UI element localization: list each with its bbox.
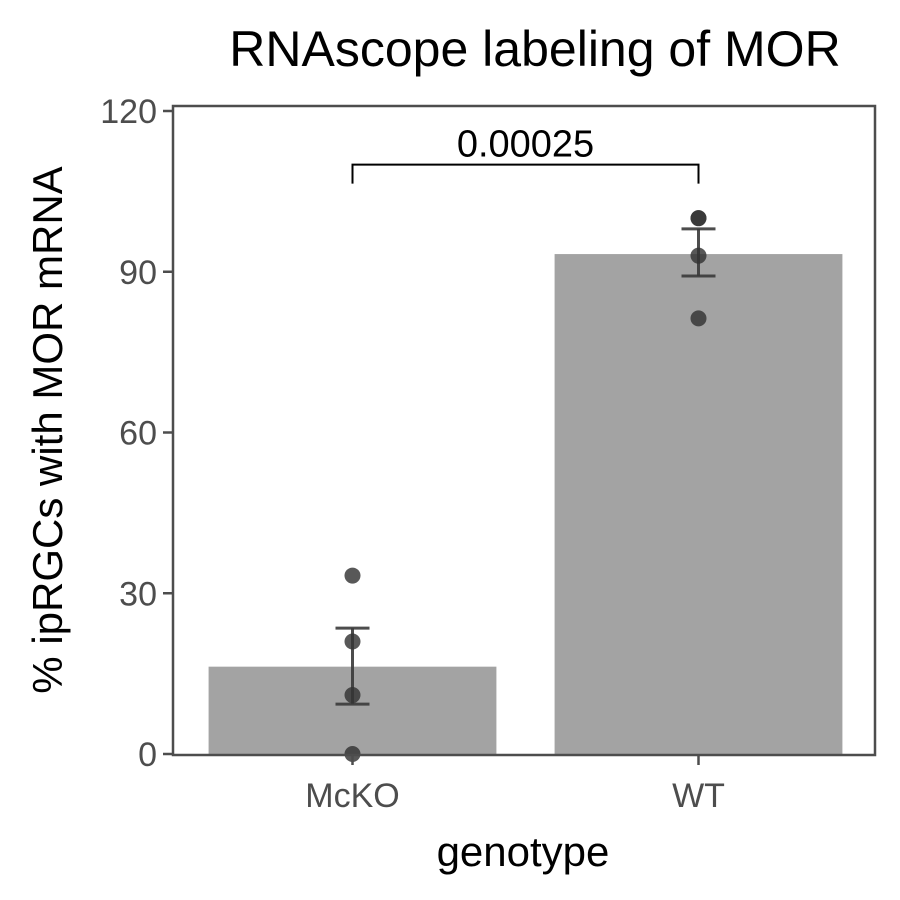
bars-layer: [208, 254, 843, 754]
y-axis: 0 30 60 90 120: [100, 93, 173, 774]
x-tick-label-wt: WT: [672, 777, 725, 815]
data-point-wt-2: [690, 210, 707, 227]
significance-bracket: [351, 163, 700, 184]
y-tick-label-0: 0: [138, 736, 157, 774]
data-point-mcko-3: [344, 687, 361, 704]
x-axis: McKO WT: [305, 755, 725, 815]
significance-annotation: 0.00025: [351, 124, 700, 184]
data-point-wt-4: [690, 310, 707, 327]
data-point-mcko-1: [344, 567, 361, 584]
y-tick-label-30: 30: [119, 575, 157, 613]
y-tick-label-90: 90: [119, 254, 157, 292]
p-value-label: 0.00025: [457, 124, 594, 166]
x-tick-label-mcko: McKO: [305, 777, 399, 815]
bar-wt: [554, 254, 843, 754]
data-point-wt-3: [690, 247, 707, 264]
chart-title: RNAscope labeling of MOR: [229, 21, 840, 77]
y-tick-label-60: 60: [119, 415, 157, 453]
plot-panel-border: [171, 104, 877, 757]
y-tick-label-120: 120: [100, 93, 157, 131]
x-axis-title: genotype: [437, 828, 610, 875]
data-point-mcko-2: [344, 633, 361, 650]
points-layer: [344, 210, 707, 762]
y-axis-title: % ipRGCs with MOR mRNA: [24, 166, 71, 693]
